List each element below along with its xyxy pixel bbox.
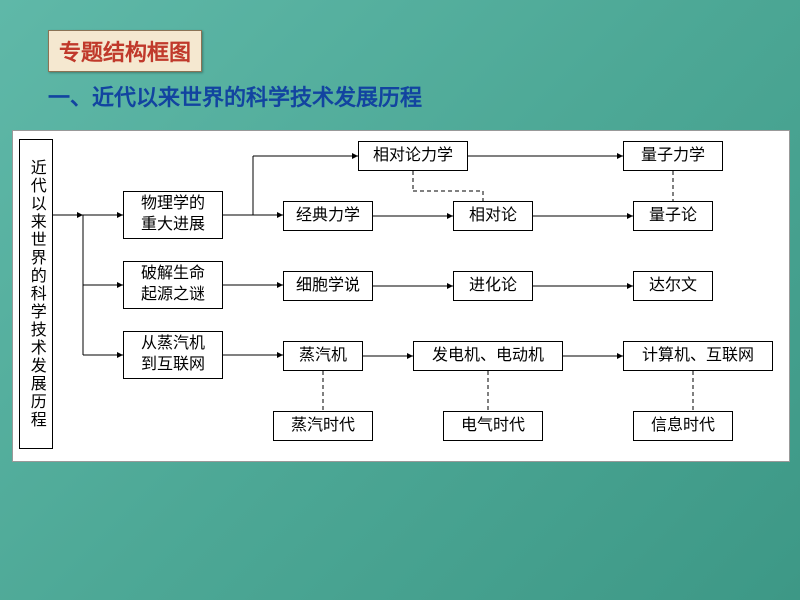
node-quantum_mech: 量子力学 xyxy=(623,141,723,171)
node-quantum: 量子论 xyxy=(633,201,713,231)
node-relativity: 相对论 xyxy=(453,201,533,231)
node-biology: 破解生命 起源之谜 xyxy=(123,261,223,309)
node-computer: 计算机、互联网 xyxy=(623,341,773,371)
node-physics: 物理学的 重大进展 xyxy=(123,191,223,239)
node-elec_era: 电气时代 xyxy=(443,411,543,441)
node-steam_eng: 蒸汽机 xyxy=(283,341,363,371)
node-steam_era: 蒸汽时代 xyxy=(273,411,373,441)
node-generator: 发电机、电动机 xyxy=(413,341,563,371)
node-tech: 从蒸汽机 到互联网 xyxy=(123,331,223,379)
node-info_era: 信息时代 xyxy=(633,411,733,441)
flowchart-diagram: 近代以来世界的科学技术发展历程 物理学的 重大进展破解生命 起源之谜从蒸汽机 到互… xyxy=(12,130,790,462)
subtitle: 一、近代以来世界的科学技术发展历程 xyxy=(48,80,422,112)
node-darwin: 达尔文 xyxy=(633,271,713,301)
node-evolution: 进化论 xyxy=(453,271,533,301)
root-node: 近代以来世界的科学技术发展历程 xyxy=(19,139,53,449)
node-cell: 细胞学说 xyxy=(283,271,373,301)
node-classical: 经典力学 xyxy=(283,201,373,231)
node-relativity_mech: 相对论力学 xyxy=(358,141,468,171)
title-badge: 专题结构框图 xyxy=(48,30,202,72)
